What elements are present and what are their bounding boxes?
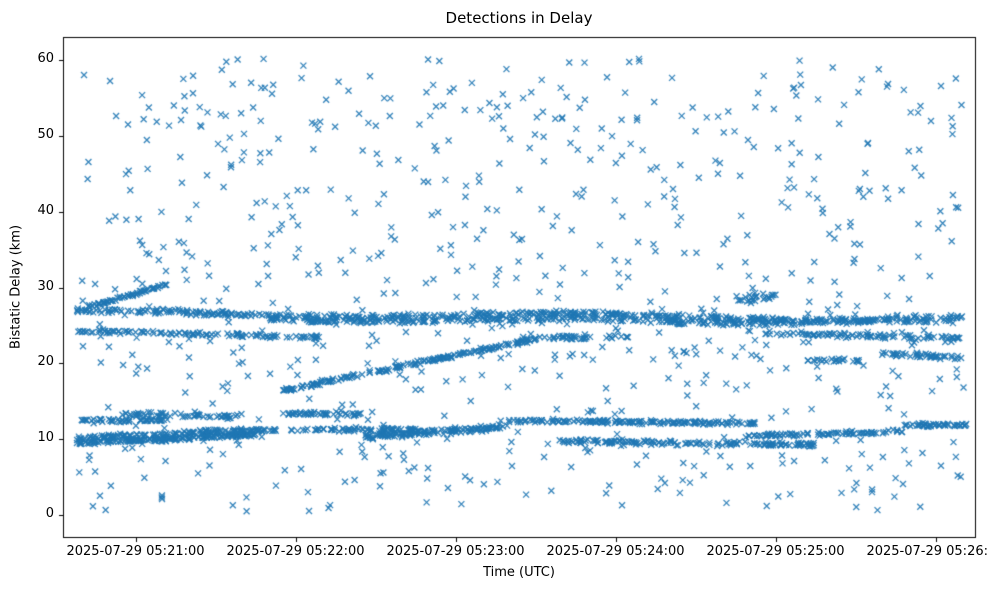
- y-tick-label: 30: [37, 278, 54, 294]
- x-axis-label: Time (UTC): [483, 565, 555, 580]
- x-tick-label: 2025-07-29 05:24:00: [546, 544, 685, 559]
- y-tick-label: 50: [37, 126, 54, 142]
- x-tick-label: 2025-07-29 05:21:00: [66, 544, 205, 559]
- y-tick-label: 60: [37, 51, 54, 67]
- chart-title: Detections in Delay: [445, 9, 593, 27]
- x-tick-label: 2025-07-29 05:25:00: [706, 544, 845, 559]
- y-tick-label: 0: [45, 505, 54, 521]
- y-tick-label: 40: [37, 202, 54, 218]
- x-tick-label: 2025-07-29 05:26:00: [866, 544, 987, 559]
- x-tick-label: 2025-07-29 05:23:00: [386, 544, 525, 559]
- x-tick-label: 2025-07-29 05:22:00: [226, 544, 365, 559]
- y-tick-label: 10: [37, 430, 54, 445]
- y-tick-label: 20: [37, 354, 54, 370]
